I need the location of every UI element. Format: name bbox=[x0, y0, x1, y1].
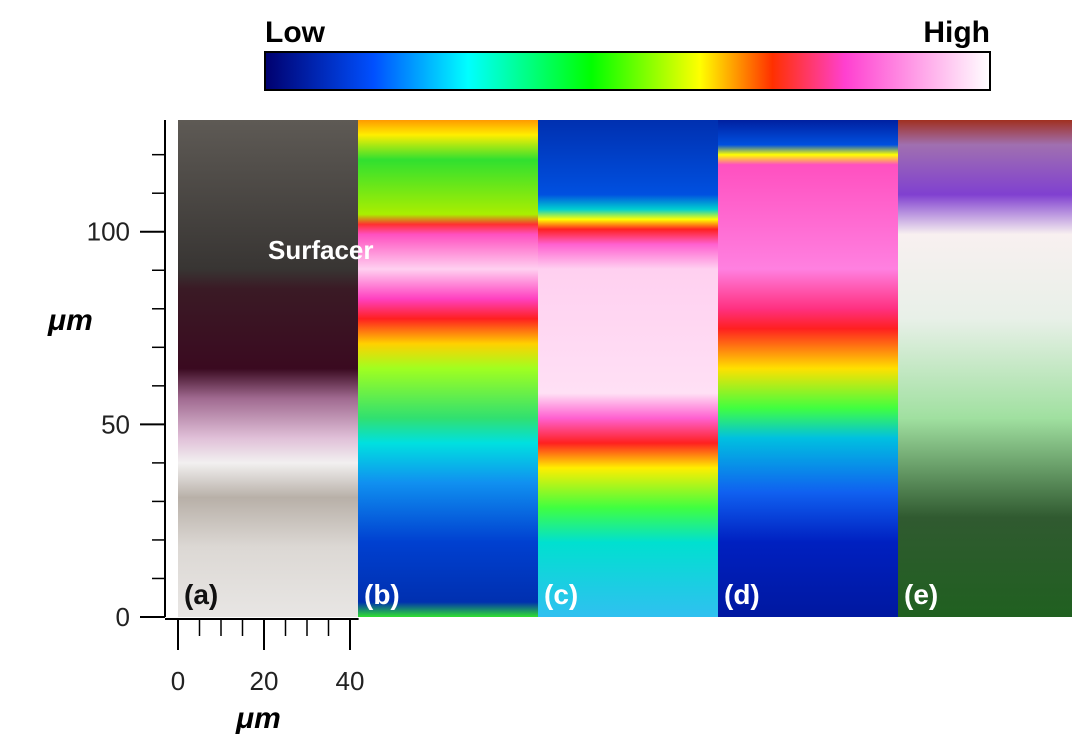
y-tick-label: 50 bbox=[101, 409, 130, 439]
x-tick-label: 20 bbox=[250, 666, 279, 696]
layer-annotation: Surfacer bbox=[268, 235, 374, 265]
map-panel bbox=[718, 120, 898, 617]
colorbar-low: Low bbox=[265, 16, 326, 49]
map-panel bbox=[898, 120, 1072, 617]
panel-label: (c) bbox=[544, 579, 578, 610]
map-panel bbox=[358, 120, 538, 617]
y-axis-label: μm bbox=[47, 304, 93, 337]
panel-label: (d) bbox=[724, 579, 760, 610]
y-tick-label: 100 bbox=[87, 217, 130, 247]
map-panel bbox=[178, 120, 358, 617]
panel-label: (b) bbox=[364, 579, 400, 610]
y-tick-label: 0 bbox=[116, 602, 130, 632]
colorbar bbox=[264, 51, 991, 91]
panel-label: (a) bbox=[184, 579, 218, 610]
x-tick-label: 0 bbox=[171, 666, 185, 696]
panel-label: (e) bbox=[904, 579, 938, 610]
x-tick-label: 40 bbox=[336, 666, 365, 696]
colorbar-high: High bbox=[923, 16, 990, 49]
x-axis-label: μm bbox=[235, 702, 281, 735]
map-panel bbox=[538, 120, 718, 617]
